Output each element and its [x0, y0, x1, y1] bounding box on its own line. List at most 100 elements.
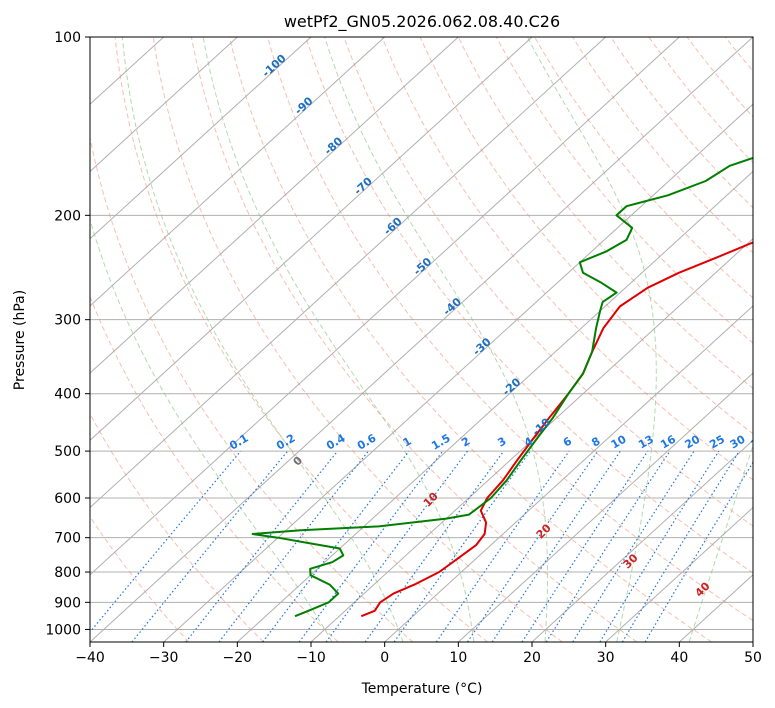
isotherm-line [457, 372, 753, 642]
isotherm-label: -90 [292, 94, 316, 117]
isotherm-line [236, 170, 753, 642]
y-tick-label: 800 [54, 565, 81, 581]
isotherm-label: -100 [260, 52, 289, 80]
dry-adiabat [457, 37, 753, 389]
mixing-ratio-line [218, 450, 369, 642]
dry-adiabat [229, 37, 712, 642]
mixing-ratio-label: 30 [728, 432, 748, 451]
dry-adiabat [267, 37, 753, 622]
mixing-ratio-label: 2 [459, 435, 472, 450]
mixing-ratio-line [599, 450, 720, 642]
mixing-ratio-label: 16 [658, 432, 678, 451]
dry-adiabat [152, 37, 563, 642]
dry-adiabat [90, 412, 264, 642]
mixing-ratio-label: 0.4 [324, 431, 348, 452]
isotherm-line [90, 37, 533, 442]
y-tick-label: 300 [54, 313, 81, 329]
x-tick-label: −30 [149, 650, 179, 666]
y-tick-label: 200 [54, 208, 81, 224]
dewpoint-profile [251, 156, 753, 618]
isotherm-label: -30 [470, 335, 494, 358]
mixing-ratio-label: 6 [561, 434, 574, 449]
dry-adiabat [572, 37, 753, 254]
mixing-ratio-line [466, 450, 599, 642]
isotherm-line [531, 439, 753, 642]
y-tick-label: 500 [54, 444, 81, 460]
mixing-ratio-line [131, 450, 289, 642]
mixing-ratio-line [262, 450, 410, 642]
y-tick-label: 1000 [45, 622, 81, 638]
moist-adiabat [202, 37, 475, 642]
mixing-ratio-label: 36 [748, 432, 768, 451]
dry-adiabat [190, 37, 638, 642]
mixing-ratio-line [393, 450, 531, 642]
x-tick-label: 20 [523, 650, 541, 666]
mixing-ratio-label: 8 [589, 435, 602, 450]
isotherm-line [90, 37, 312, 240]
isotherm-line [90, 37, 753, 642]
moist-adiabat [90, 217, 333, 642]
x-tick-label: 30 [597, 650, 615, 666]
mixing-ratio-line [298, 450, 444, 642]
mixing-ratio-label: 0.2 [274, 432, 297, 453]
mixing-ratio-line [545, 450, 671, 642]
mixing-ratio-label: 3 [495, 435, 508, 450]
plot-frame [89, 36, 754, 643]
dry-adiabat [648, 37, 753, 164]
isotherm-line [90, 37, 459, 374]
isotherm-label: -40 [441, 295, 465, 318]
moist-adiabat [121, 37, 404, 642]
isotherm-label: -10 [530, 415, 554, 438]
y-tick-label: 600 [54, 491, 81, 507]
y-tick-label: 100 [54, 30, 81, 46]
dry-adiabat [114, 37, 488, 642]
moist-adiabat-label: 10 [421, 490, 441, 510]
dry-adiabat [90, 295, 339, 642]
dry-adiabat [724, 37, 753, 72]
mixing-ratio-line [491, 450, 621, 642]
x-tick-label: 50 [744, 650, 762, 666]
mixing-ratio-line [521, 450, 649, 642]
x-tick-label: 10 [449, 650, 467, 666]
dry-adiabat [534, 37, 753, 299]
mixing-ratio-label: 25 [707, 433, 727, 452]
mixing-ratio-line [325, 450, 468, 642]
dry-adiabat [305, 37, 753, 574]
mixing-ratio-line [572, 450, 695, 642]
y-axis-label: Pressure (hPa) [12, 290, 28, 390]
isotherm-line [90, 37, 607, 509]
x-tick-label: 0 [380, 650, 389, 666]
x-axis-label: Temperature (°C) [361, 681, 483, 697]
x-tick-label: −10 [296, 650, 326, 666]
mixing-ratio-line [435, 450, 570, 642]
x-tick-label: 40 [670, 650, 688, 666]
dry-adiabat [90, 135, 414, 642]
mixing-ratio-label: 1.5 [429, 432, 452, 453]
isotherm-line [384, 305, 753, 642]
isotherm-label: -70 [352, 175, 376, 198]
x-tick-label: −20 [223, 650, 253, 666]
dry-adiabat [686, 37, 753, 118]
isotherm-line [752, 641, 753, 642]
x-tick-label: −40 [75, 650, 105, 666]
dry-adiabat [419, 37, 753, 435]
y-tick-label: 900 [54, 595, 81, 611]
moist-adiabat-label: 30 [621, 551, 641, 571]
chart-title: wetPf2_GN05.2026.062.08.40.C26 [284, 12, 560, 32]
y-tick-label: 700 [54, 531, 81, 547]
moist-adiabat-label: 0 [291, 454, 306, 469]
moist-adiabat-label: 40 [693, 579, 713, 599]
isotherm-line [163, 103, 753, 642]
isotherm-line [605, 506, 753, 642]
isotherm-label: -50 [411, 255, 435, 278]
dry-adiabat [90, 515, 190, 642]
dry-adiabat [495, 37, 753, 344]
mixing-ratio-line [90, 450, 242, 633]
dry-adiabat [763, 37, 775, 642]
isotherm-label: -80 [322, 134, 346, 157]
isotherm-line [90, 37, 386, 307]
isotherm-label: -20 [500, 375, 524, 398]
dry-adiabat [343, 37, 753, 527]
moist-adiabat [324, 37, 549, 642]
